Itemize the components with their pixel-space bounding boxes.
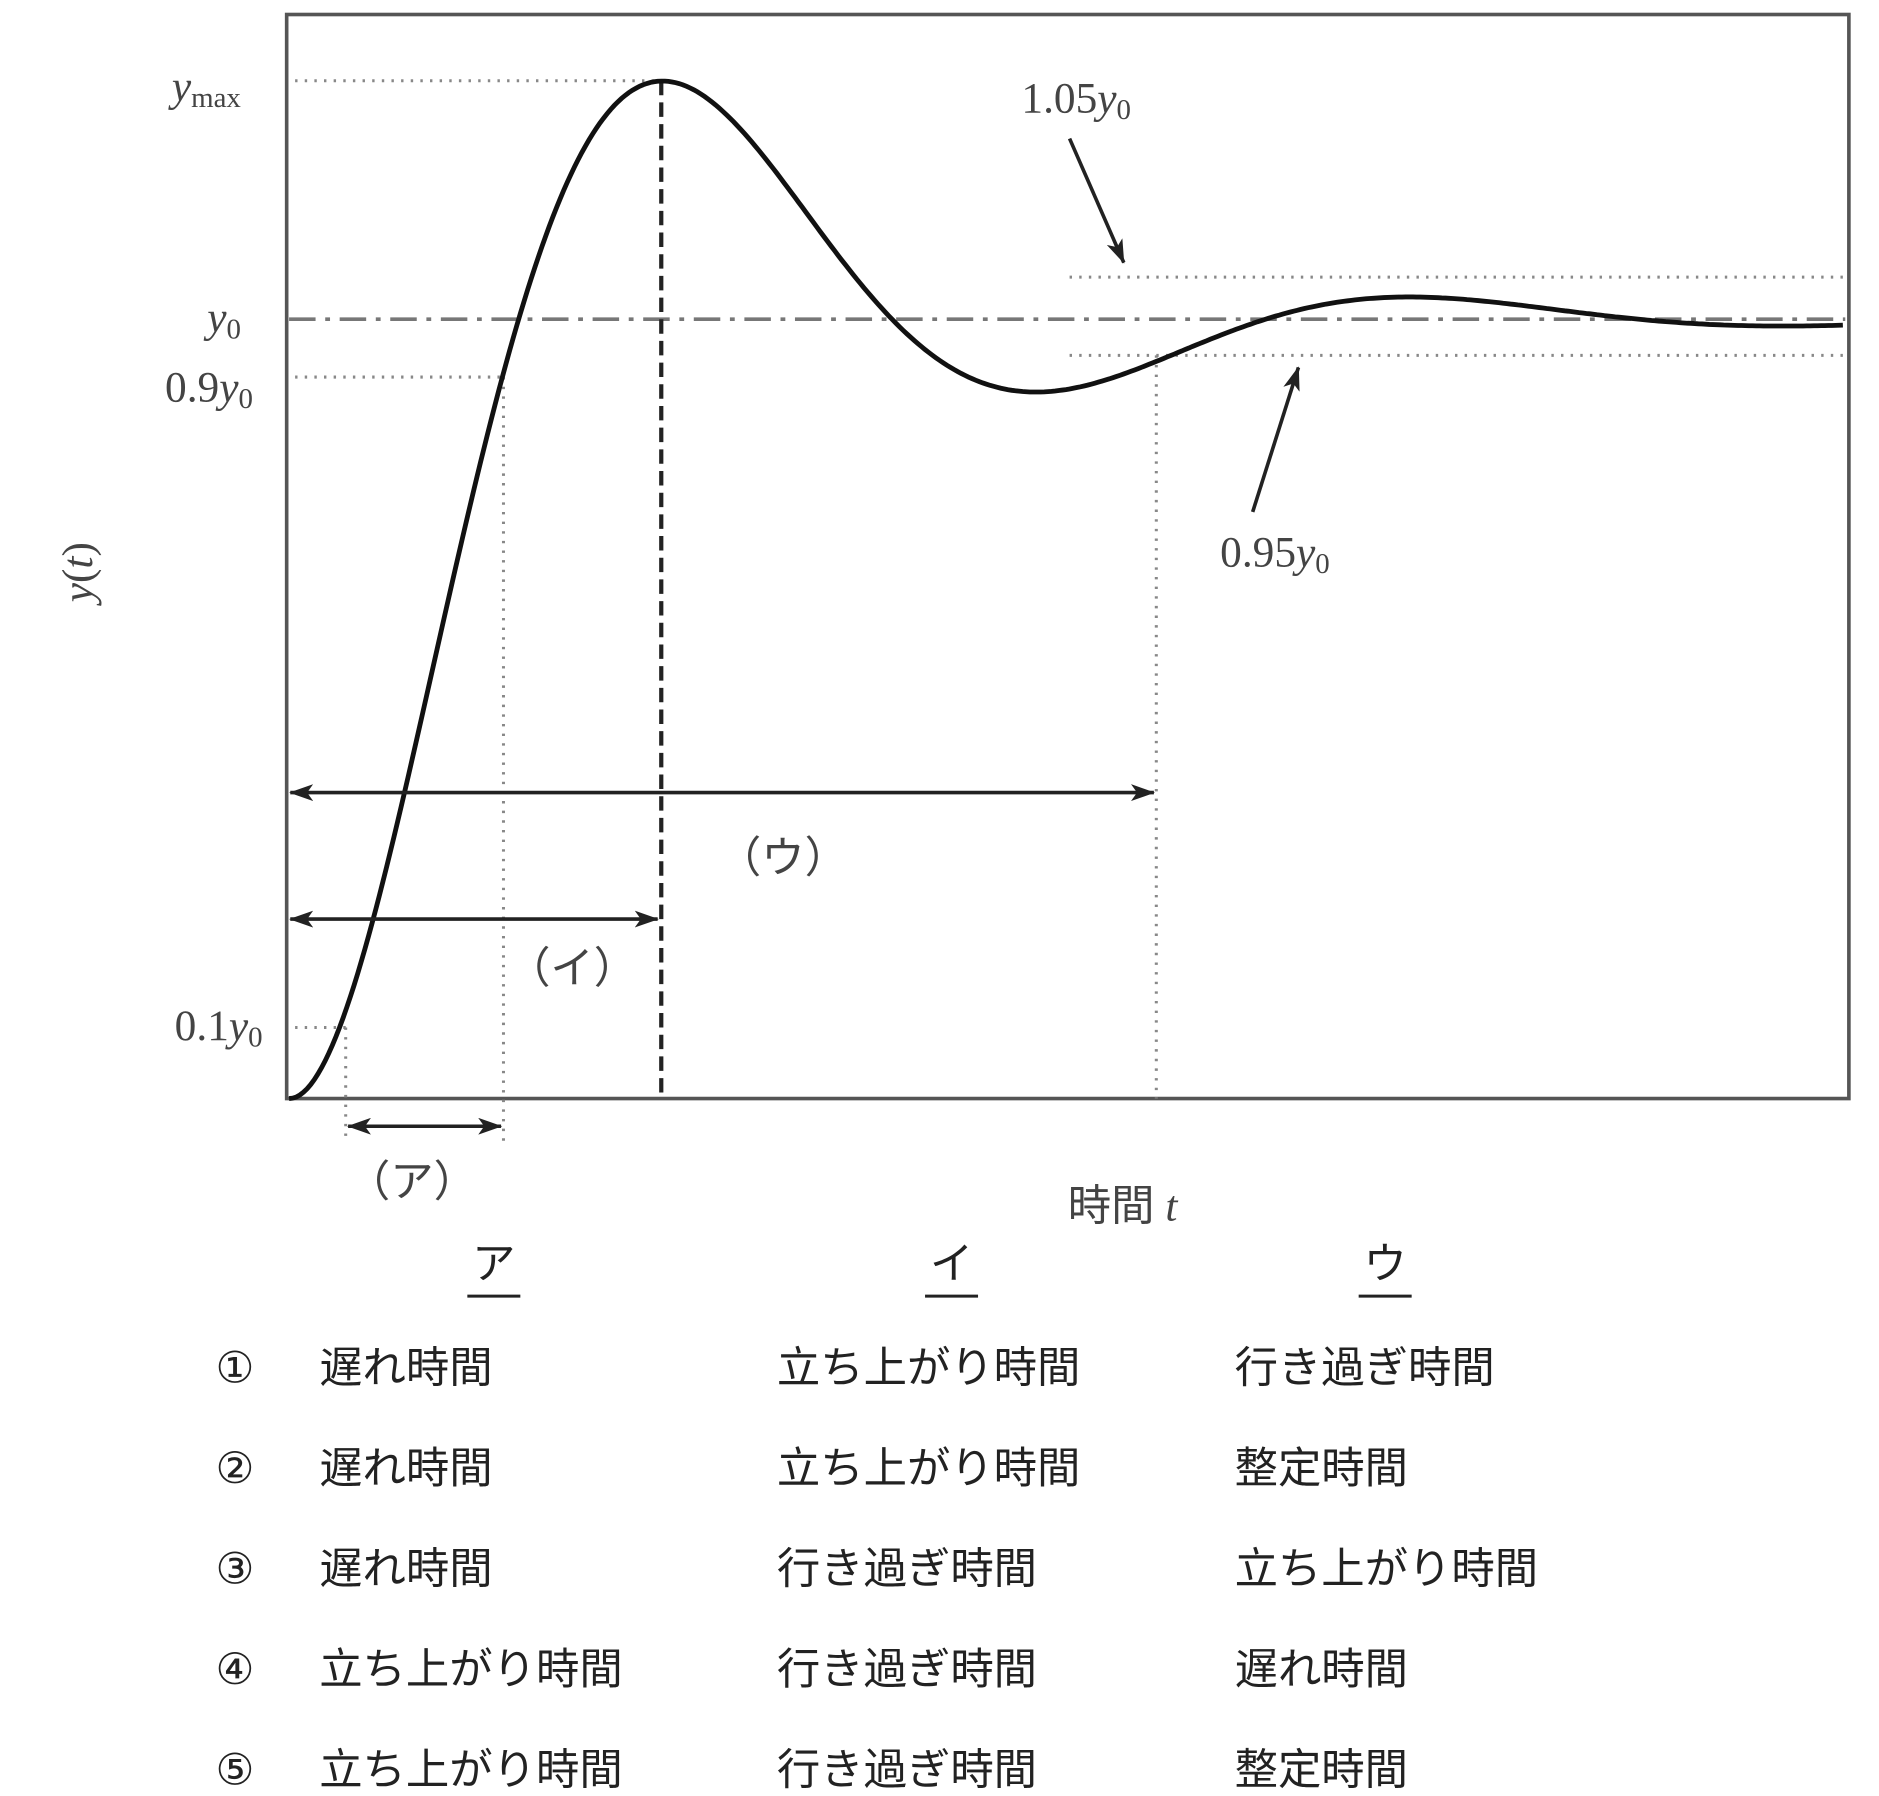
option-number: ② [215, 1444, 254, 1494]
option-cell: 立ち上がり時間 [777, 1444, 1081, 1494]
option-cell: 行き過ぎ時間 [1235, 1343, 1495, 1393]
level-label: y0 [203, 294, 241, 345]
option-cell: 立ち上がり時間 [319, 1645, 623, 1695]
y-axis-label: y(t) [54, 542, 102, 606]
column-header: イ [930, 1240, 973, 1290]
column-header: ウ [1363, 1240, 1406, 1290]
option-cell: 遅れ時間 [319, 1444, 492, 1494]
x-axis-label: 時間 t [1068, 1183, 1179, 1231]
option-number: ① [215, 1343, 254, 1393]
option-cell: 行き過ぎ時間 [777, 1645, 1037, 1695]
band-label: 1.05y0 [1021, 74, 1131, 125]
band-label: 0.95y0 [1220, 528, 1330, 579]
option-number: ⑤ [215, 1746, 254, 1796]
step-response-figure: ymax y0 0.9y0 0.1y0 1.05y0 0.95y0 y(t) 時… [54, 12, 1851, 1231]
level-label: 0.9y0 [165, 363, 253, 414]
level-label: 0.1y0 [175, 1002, 263, 1053]
option-cell: 立ち上がり時間 [1235, 1544, 1539, 1594]
option-cell: 立ち上がり時間 [777, 1343, 1081, 1393]
option-cell: 立ち上がり時間 [319, 1746, 623, 1796]
option-cell: 整定時間 [1235, 1746, 1408, 1796]
options-table: アイウ① 遅れ時間 立ち上がり時間 行き過ぎ時間② 遅れ時間 立ち上がり時間 整定時間③ 遅れ… [215, 1240, 1538, 1796]
option-cell: 整定時間 [1235, 1444, 1408, 1494]
interval-label: （イ） [507, 945, 637, 993]
interval-label: （ウ） [718, 834, 848, 882]
level-label: ymax [168, 62, 242, 113]
option-cell: 行き過ぎ時間 [777, 1746, 1037, 1796]
option-number: ③ [215, 1544, 254, 1594]
pointer-arrow [1067, 137, 1126, 264]
interval-label: （ア） [347, 1158, 477, 1206]
pointer-arrow [1250, 366, 1301, 513]
plot-frame [284, 12, 1851, 1101]
option-cell: 遅れ時間 [1235, 1645, 1408, 1695]
option-cell: 遅れ時間 [319, 1544, 492, 1594]
option-cell: 遅れ時間 [319, 1343, 492, 1393]
option-cell: 行き過ぎ時間 [777, 1544, 1037, 1594]
response-curve [288, 78, 1843, 1101]
column-header: ア [472, 1240, 515, 1290]
option-number: ④ [215, 1645, 254, 1695]
